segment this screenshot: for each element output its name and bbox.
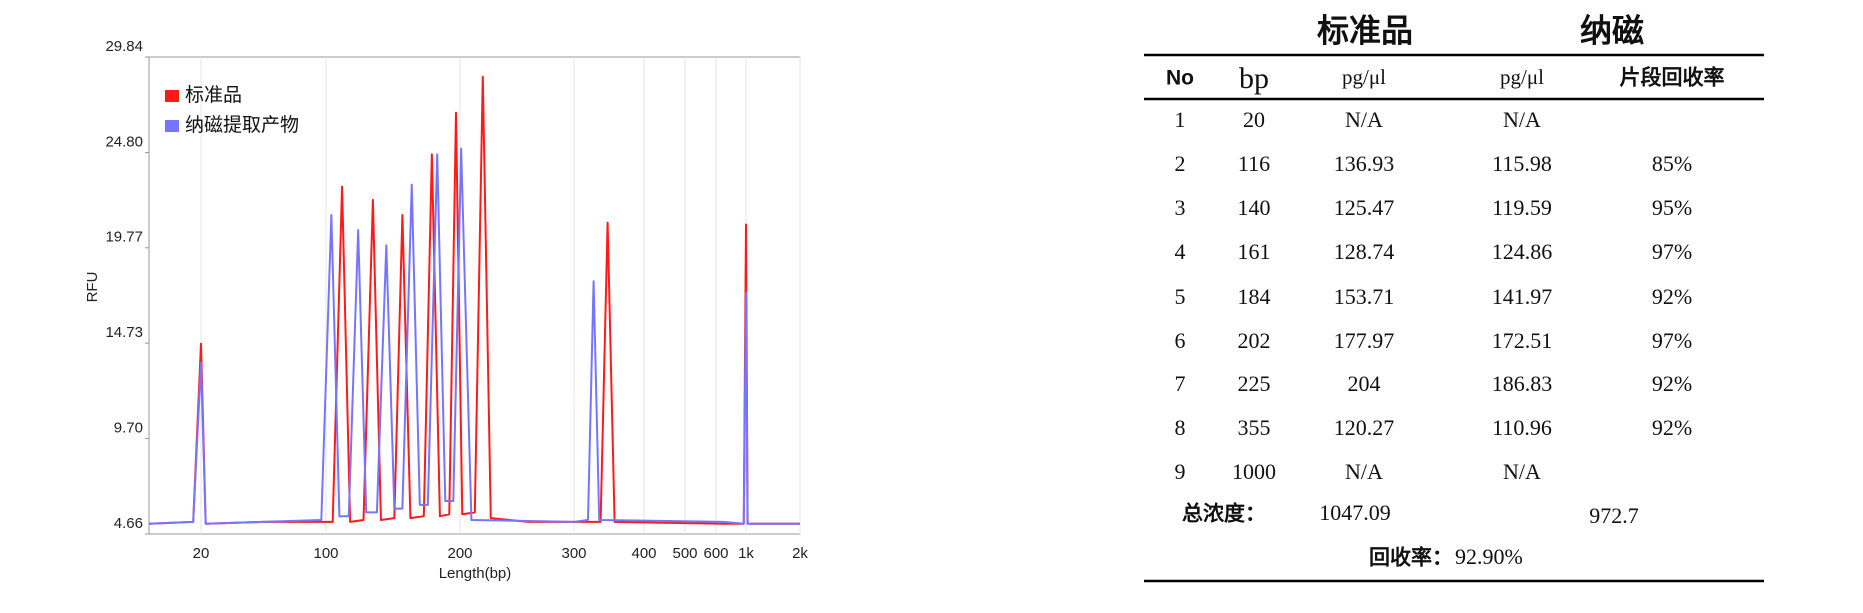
table-cell: N/A [1503,459,1541,484]
table-cell: 97% [1652,328,1692,353]
table-cell: 355 [1238,415,1271,440]
table-cell: 20 [1243,107,1265,132]
total-value: 1047.09 [1319,500,1391,525]
total-label: 总浓度： [1182,502,1266,526]
table-cell: 7 [1175,371,1186,396]
table-cell: 119.59 [1492,195,1552,220]
x-tick-label: 600 [703,545,728,562]
column-header: No [1166,67,1194,90]
group-header: 标准品 [1317,12,1413,48]
legend-swatch [165,120,179,132]
table-cell: 124.86 [1492,239,1553,264]
table-cell: 225 [1238,371,1271,396]
legend-swatch [165,90,179,102]
table-cell: 115.98 [1492,151,1552,176]
x-tick-label: 200 [447,545,472,562]
table-cell: 3 [1175,195,1186,220]
table-cell: 140 [1238,195,1271,220]
table-cell: 186.83 [1492,371,1553,396]
table-cell: 120.27 [1334,415,1395,440]
x-tick-label: 2k [792,545,808,562]
table-cell: 204 [1348,371,1381,396]
y-tick-label: 19.77 [105,229,143,246]
legend-label: 标准品 [185,84,242,106]
table-cell: 116 [1238,151,1270,176]
table-cell: 128.74 [1334,239,1395,264]
table-cell: 85% [1652,151,1692,176]
table-cell: 125.47 [1334,195,1395,220]
table-cell: 2 [1175,151,1186,176]
y-tick-label: 14.73 [105,324,143,341]
series-line [148,147,800,525]
table-cell: 95% [1652,195,1692,220]
table-cell: 5 [1175,284,1186,309]
table-cell: 97% [1652,239,1692,264]
recovery-value: 92.90% [1455,544,1523,569]
group-header: 纳磁 [1580,12,1644,48]
legend-label: 纳磁提取产物 [185,114,299,136]
y-axis-label: RFU [84,272,101,303]
column-header: 片段回收率 [1620,66,1725,90]
x-tick-label: 20 [193,545,210,562]
table-cell: N/A [1345,107,1383,132]
table-cell: 92% [1652,284,1692,309]
table-cell: 141.97 [1492,284,1553,309]
x-tick-label: 400 [631,545,656,562]
table-cell: 202 [1238,328,1271,353]
plot-frame [148,56,801,535]
table-cell: 110.96 [1492,415,1552,440]
y-tick-label: 29.84 [105,38,143,55]
table-cell: 1000 [1232,459,1276,484]
y-tick-label: 4.66 [114,515,143,532]
table-cell: 92% [1652,371,1692,396]
y-tick-label: 9.70 [114,419,143,436]
table-cell: 6 [1175,328,1186,353]
table-cell: 184 [1238,284,1271,309]
column-header: pg/μl [1342,65,1386,89]
x-tick-label: 500 [672,545,697,562]
table-cell: 92% [1652,415,1692,440]
x-tick-label: 1k [738,545,754,562]
column-header: pg/μl [1500,65,1544,89]
table-cell: N/A [1503,107,1541,132]
table-cell: 172.51 [1492,328,1553,353]
table-cell: 9 [1175,459,1186,484]
table-cell: 177.97 [1334,328,1395,353]
table-cell: 4 [1175,239,1186,264]
table-cell: 161 [1238,239,1271,264]
table-cell: 153.71 [1334,284,1395,309]
total-value: 972.7 [1589,503,1639,528]
table-cell: 1 [1175,107,1186,132]
y-tick-label: 24.80 [105,133,143,150]
table-cell: 8 [1175,415,1186,440]
x-axis-label: Length(bp) [439,565,512,582]
table-cell: N/A [1345,459,1383,484]
x-tick-label: 100 [313,545,338,562]
series-line [148,75,800,525]
recovery-label: 回收率： [1369,546,1453,570]
column-header: bp [1239,62,1269,95]
x-tick-label: 300 [561,545,586,562]
table-cell: 136.93 [1334,151,1395,176]
